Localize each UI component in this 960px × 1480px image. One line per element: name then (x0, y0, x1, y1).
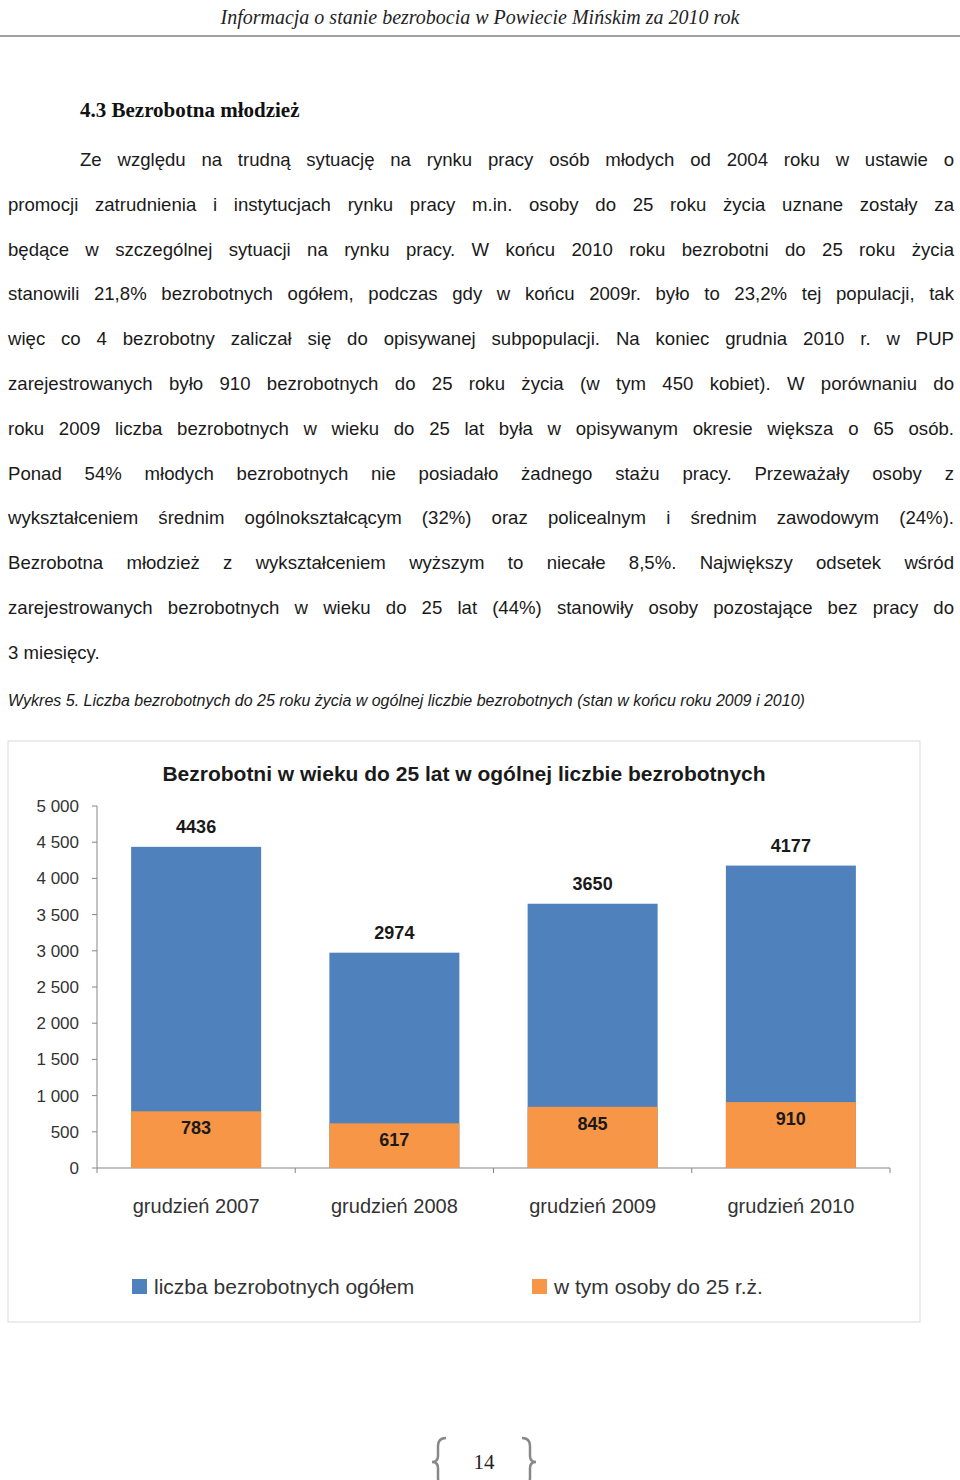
legend-swatch (532, 1279, 547, 1294)
bar (528, 1107, 658, 1168)
bar (726, 866, 856, 1168)
paragraph-line: Bezrobotna młodzież z wykształceniem wyż… (8, 550, 954, 576)
y-tick-label: 1 500 (36, 1050, 79, 1069)
y-tick (92, 1168, 97, 1169)
data-label: 910 (776, 1109, 806, 1129)
data-label: 617 (379, 1130, 409, 1150)
x-tick (691, 1168, 692, 1173)
y-tick-label: 5 000 (36, 797, 79, 816)
legend-entry: liczba bezrobotnych ogółem (154, 1275, 414, 1298)
y-tick (92, 987, 97, 988)
data-label: 3650 (573, 874, 613, 894)
paragraph-line: promocji zatrudnienia i instytucjach ryn… (8, 192, 954, 218)
y-tick (92, 842, 97, 843)
chart-title: Bezrobotni w wieku do 25 lat w ogólnej l… (162, 762, 765, 785)
paragraph-line: Ponad 54% młodych bezrobotnych nie posia… (8, 461, 954, 487)
y-tick-label: 1 000 (36, 1087, 79, 1106)
y-tick (92, 806, 97, 807)
y-tick (92, 914, 97, 915)
figure-caption: Wykres 5. Liczba bezrobotnych do 25 roku… (8, 692, 805, 710)
paragraph-line: zarejestrowanych bezrobotnych w wieku do… (8, 595, 954, 621)
data-label: 2974 (374, 923, 414, 943)
x-tick (97, 1168, 98, 1173)
paragraph-line: będące w szczególnej sytuacji na rynku p… (8, 237, 954, 263)
y-tick (92, 1059, 97, 1060)
y-tick-label: 0 (70, 1159, 79, 1178)
bar (131, 847, 261, 1168)
y-tick (92, 1095, 97, 1096)
bars (131, 847, 856, 1168)
data-label: 783 (181, 1118, 211, 1138)
y-tick-label: 3 500 (36, 906, 79, 925)
y-tick-label: 4 500 (36, 833, 79, 852)
x-tick (493, 1168, 494, 1173)
data-labels: 4436 2974 3650 4177 783 617 845 910 (176, 817, 811, 1150)
paragraph-line: Ze względu na trudną sytuację na rynku p… (80, 147, 954, 173)
x-tick-label: grudzień 2009 (529, 1195, 656, 1217)
y-tick-label: 2 500 (36, 978, 79, 997)
paragraph-line: stanowili 21,8% bezrobotnych ogółem, pod… (8, 281, 954, 307)
y-tick-label: 500 (51, 1123, 79, 1142)
bar (528, 904, 658, 1168)
y-tick (92, 878, 97, 879)
paragraph-line: zarejestrowanych było 910 bezrobotnych d… (8, 371, 954, 397)
legend-entry: w tym osoby do 25 r.ż. (553, 1275, 763, 1298)
section-heading: 4.3 Bezrobotna młodzież (80, 98, 300, 123)
bar (329, 1123, 459, 1168)
x-tick-label: grudzień 2008 (331, 1195, 458, 1217)
paragraph-line: więc co 4 bezrobotny zaliczał się do opi… (8, 326, 954, 352)
brace-right (522, 1438, 536, 1480)
header-rule (0, 36, 960, 37)
bar (726, 1102, 856, 1168)
y-tick-label: 3 000 (36, 942, 79, 961)
x-tick-label: grudzień 2007 (133, 1195, 260, 1217)
data-label: 845 (578, 1114, 608, 1134)
chart-frame (8, 741, 920, 1322)
page-header: Informacja o stanie bezrobocia w Powieci… (0, 4, 960, 30)
bar (329, 953, 459, 1168)
data-label: 4177 (771, 836, 811, 856)
paragraph-line: wykształceniem średnim ogólnokształcącym… (8, 505, 954, 531)
paragraph-line: roku 2009 liczba bezrobotnych w wieku do… (8, 416, 954, 442)
y-tick-label: 4 000 (36, 869, 79, 888)
brace-left (432, 1438, 446, 1480)
x-tick (295, 1168, 296, 1173)
y-tick (92, 1131, 97, 1132)
bar (131, 1111, 261, 1168)
data-label: 4436 (176, 817, 216, 837)
y-tick (92, 1023, 97, 1024)
x-tick-label: grudzień 2010 (727, 1195, 854, 1217)
legend-swatch (132, 1279, 147, 1294)
page-graphics: Bezrobotni w wieku do 25 lat w ogólnej l… (0, 0, 960, 1480)
y-tick-label: 2 000 (36, 1014, 79, 1033)
x-tick (890, 1168, 891, 1173)
paragraph-line: 3 miesięcy. (8, 640, 954, 666)
y-tick (92, 950, 97, 951)
page-number: 14 (474, 1450, 496, 1474)
